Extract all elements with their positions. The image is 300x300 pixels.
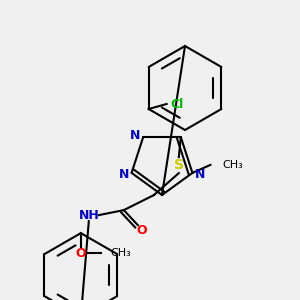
Text: S: S [174,158,184,172]
Text: CH₃: CH₃ [222,160,243,170]
Text: Cl: Cl [171,98,184,110]
Text: O: O [76,247,86,260]
Text: O: O [136,224,147,237]
Text: N: N [118,168,129,182]
Text: NH: NH [78,208,99,222]
Text: CH₃: CH₃ [111,248,132,258]
Text: N: N [130,129,140,142]
Text: N: N [195,168,206,182]
